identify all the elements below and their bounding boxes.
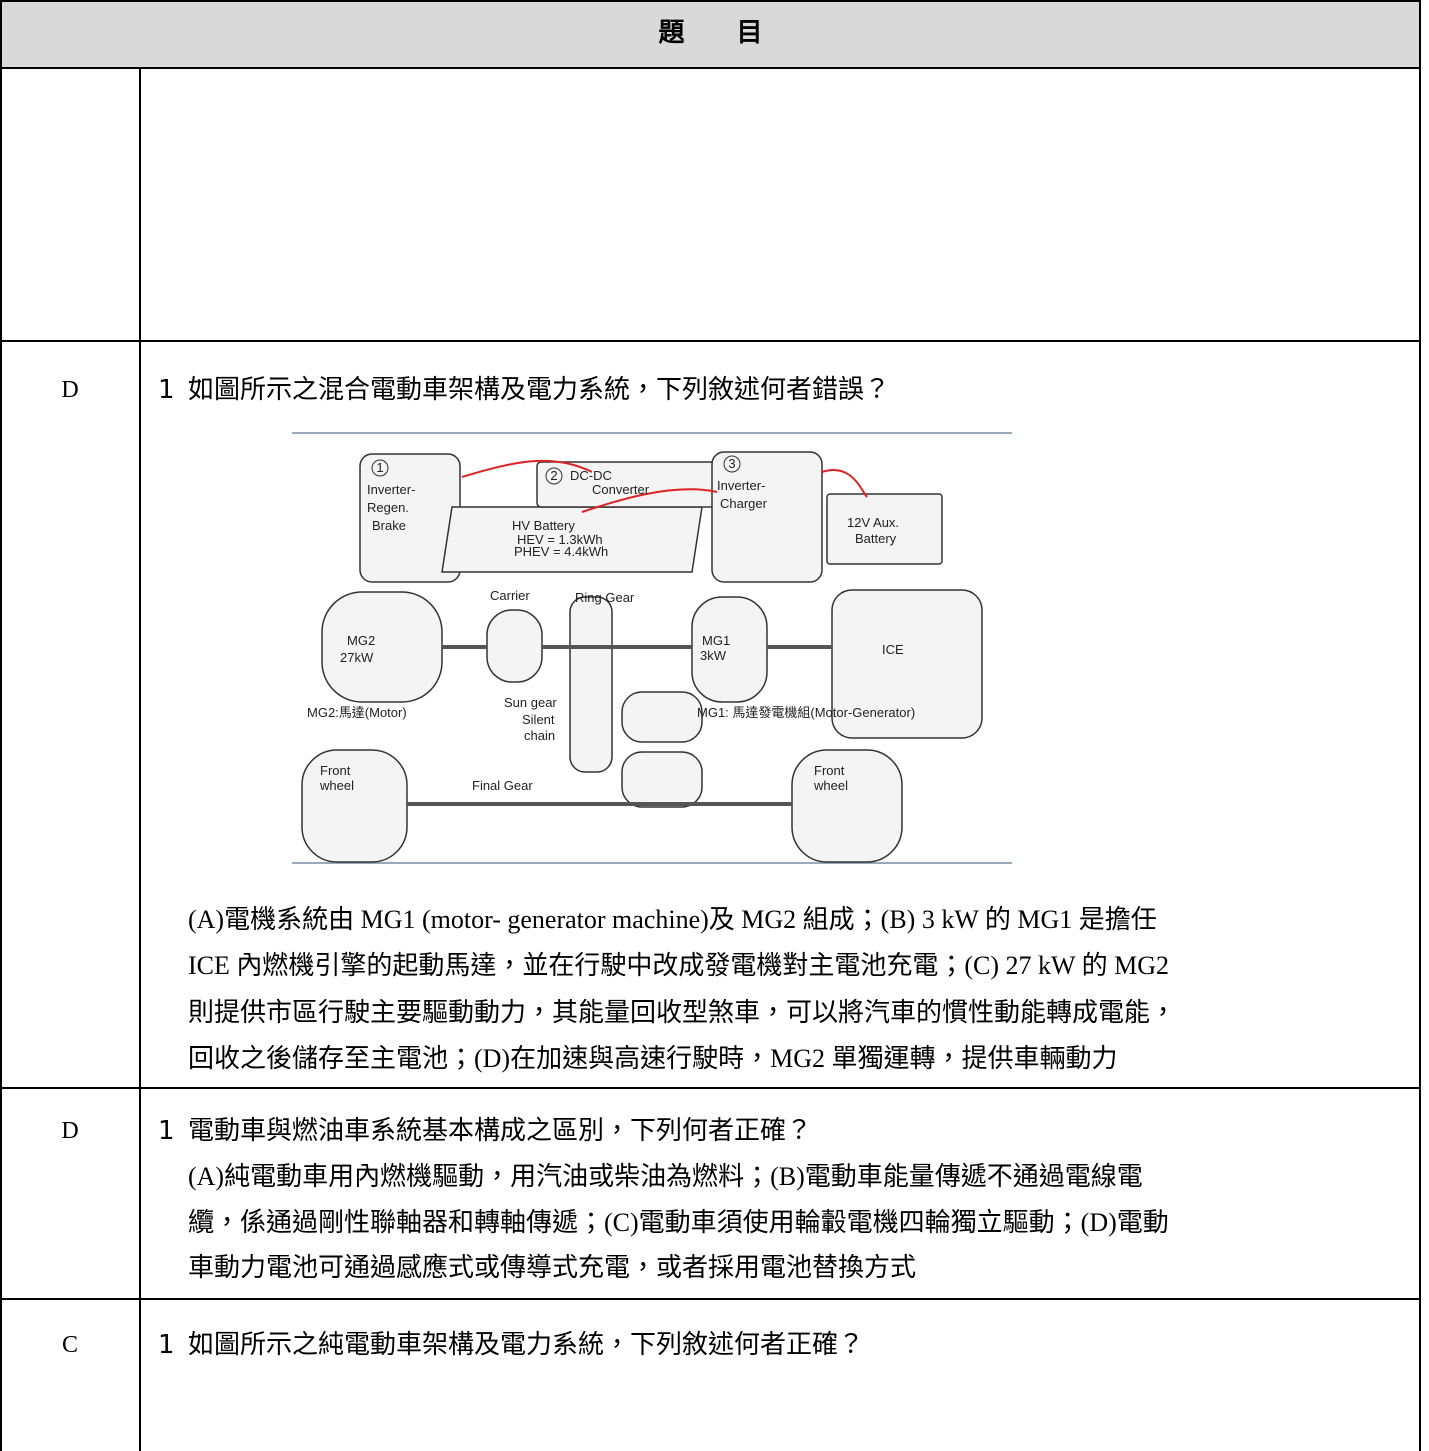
label: Brake — [372, 518, 406, 533]
border — [0, 0, 1421, 2]
border — [0, 340, 1421, 342]
label: Final Gear — [472, 778, 533, 793]
option-line: 回收之後儲存至主電池；(D)在加速與高速行駛時，MG2 單獨運轉，提供車輛動力 — [188, 1044, 1118, 1073]
label: Ring Gear — [575, 590, 635, 605]
label: Front — [320, 763, 351, 778]
answer: D — [61, 1118, 79, 1144]
label: Inverter- — [367, 482, 415, 497]
border — [0, 1087, 1421, 1089]
label: PHEV = 4.4kWh — [514, 544, 608, 559]
label: Converter — [592, 482, 650, 497]
label: MG1: 馬達發電機組(Motor-Generator) — [697, 705, 915, 720]
option-line: 纜，係通過剛性聯軸器和轉軸傳遞；(C)電動車須使用輪轂電機四輪獨立驅動；(D)電… — [188, 1208, 1169, 1237]
label: MG2:馬達(Motor) — [307, 705, 407, 720]
diagram: 1 Inverter- Regen. Brake 2 DC-DC Convert… — [292, 432, 1012, 864]
label: Front — [814, 763, 845, 778]
border — [0, 67, 1421, 69]
option-line: 則提供市區行駛主要驅動動力，其能量回收型煞車，可以將汽車的慣性動能轉成電能， — [188, 998, 1177, 1027]
label: MG1 — [702, 633, 730, 648]
answer: D — [61, 377, 79, 403]
option-line: 車動力電池可通過感應式或傳導式充電，或者採用電池替換方式 — [188, 1253, 917, 1282]
label: 3 — [728, 456, 735, 471]
label: Inverter- — [717, 478, 765, 493]
label: Carrier — [490, 588, 530, 603]
label: DC-DC — [570, 468, 612, 483]
label: 27kW — [340, 650, 374, 665]
label: 1 — [376, 460, 383, 475]
answer: C — [61, 1332, 78, 1358]
label: wheel — [813, 778, 848, 793]
label: wheel — [319, 778, 354, 793]
header-bg — [0, 0, 1421, 68]
question: 如圖所示之混合電動車架構及電力系統，下列敘述何者錯誤？ — [188, 375, 891, 404]
option-line: ICE 內燃機引擎的起動馬達，並在行駛中改成發電機對主電池充電；(C) 27 k… — [188, 951, 1170, 980]
label: Charger — [720, 496, 768, 511]
question-number: 1 — [158, 375, 175, 405]
question: 如圖所示之純電動車架構及電力系統，下列敘述何者正確？ — [188, 1330, 865, 1359]
border — [0, 1298, 1421, 1300]
label: Silent — [522, 712, 555, 727]
border — [0, 0, 2, 1451]
label: 3kW — [700, 648, 727, 663]
label: Regen. — [367, 500, 409, 515]
label: 12V Aux. — [847, 515, 899, 530]
label: ICE — [882, 642, 904, 657]
label: Sun gear — [504, 695, 557, 710]
label: HEV = 1.3kWh — [517, 532, 603, 547]
question-number: 1 — [158, 1330, 175, 1360]
label: HV Battery — [512, 518, 575, 533]
label: chain — [524, 728, 555, 743]
header-title: 題 目 — [658, 18, 763, 47]
border — [1419, 0, 1421, 1451]
label: Battery — [855, 531, 897, 546]
label: 2 — [550, 468, 557, 483]
question-number: 1 — [158, 1116, 175, 1146]
question: 電動車與燃油車系統基本構成之區別，下列何者正確？ — [188, 1116, 813, 1145]
option-line: (A)電機系統由 MG1 (motor- generator machine)及… — [188, 905, 1157, 934]
label: MG2 — [347, 633, 375, 648]
option-line: (A)純電動車用內燃機驅動，用汽油或柴油為燃料；(B)電動車能量傳遞不通過電線電 — [188, 1162, 1143, 1191]
border — [139, 68, 141, 1451]
